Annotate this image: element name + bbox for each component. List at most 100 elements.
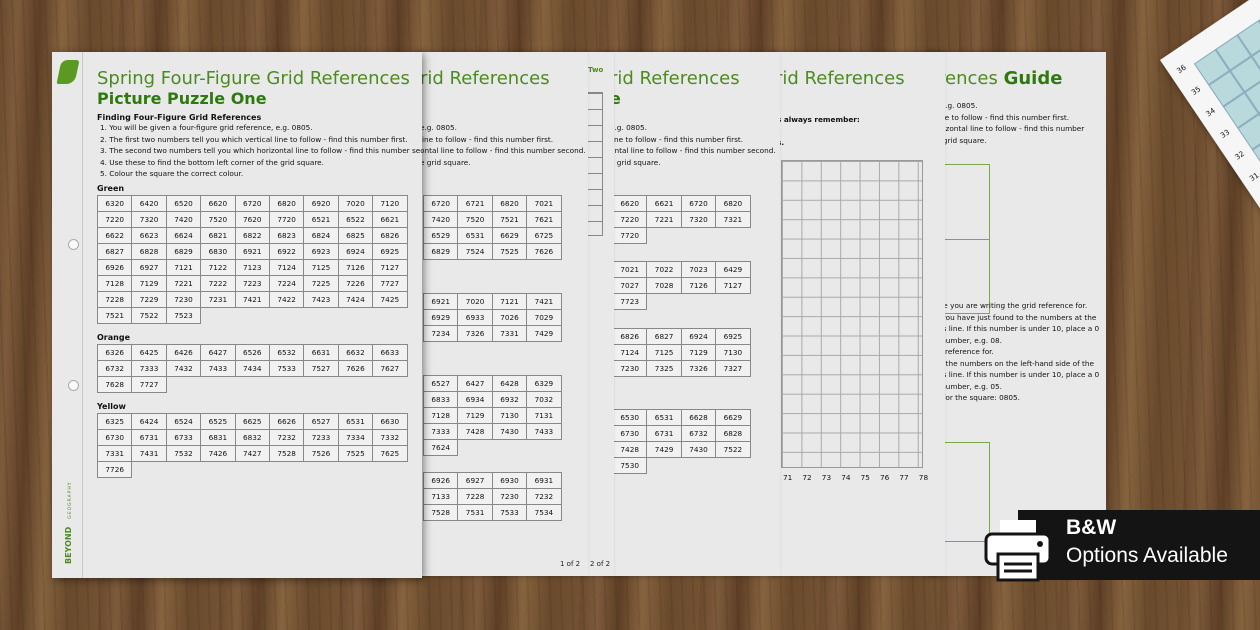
x-axis-label: 78 <box>918 473 929 482</box>
reference-cell: 7534 <box>526 504 562 521</box>
reference-cell: 6424 <box>131 413 167 430</box>
table-row: 7128 7129 7221 7222 7223 7224 7225 7226 7727 <box>96 275 408 292</box>
table-row: 6826 6827 6924 6925 <box>611 328 751 345</box>
reference-cell: 6927 <box>457 472 493 489</box>
instructions-heading: Finding Four-Figure Grid References <box>97 113 262 122</box>
empty-cell <box>681 294 715 310</box>
reference-cell: 6926 <box>96 259 133 276</box>
reference-cell: 6527 <box>422 375 459 392</box>
table-row: 6833 6934 6932 7032 <box>422 391 562 408</box>
guide-title-bold: Guide <box>1003 68 1063 89</box>
reference-cell: 7429 <box>646 441 682 458</box>
reference-cell: 7425 <box>372 291 408 308</box>
reference-cell: 7229 <box>131 291 167 308</box>
reference-cell: 6826 <box>611 328 648 345</box>
reference-cell: 6828 <box>715 425 751 442</box>
empty-cell <box>235 462 269 478</box>
reference-cell: 7130 <box>491 407 528 424</box>
reference-cell: 6530 <box>611 409 648 426</box>
table-row: 7723 <box>611 293 751 310</box>
reference-cell: 7327 <box>715 360 751 377</box>
empty-cell <box>373 308 407 324</box>
reference-cell: 6620 <box>200 195 236 212</box>
table-row: 7528 7531 7533 7534 <box>422 504 562 521</box>
reference-cell: 7621 <box>526 211 562 228</box>
empty-cell <box>201 308 235 324</box>
blank-grid <box>781 160 923 468</box>
reference-cell: 7122 <box>200 259 236 276</box>
reference-cell: 6526 <box>234 344 270 361</box>
group-label: Green <box>97 184 125 193</box>
reference-cell: 7527 <box>303 360 339 377</box>
instruction-step: r you have just found to the numbers at … <box>936 312 1097 322</box>
reference-cell: 7321 <box>715 211 751 228</box>
table-row: 6926 6927 6930 6931 <box>422 472 562 489</box>
instruction-step: ontal line to follow - find this number … <box>420 146 586 155</box>
sheet4-note2: s. <box>777 138 785 147</box>
reference-cell: 6828 <box>131 243 167 260</box>
group-label: Orange <box>97 333 130 342</box>
table-row: 7331 7431 7532 7426 7427 7528 7526 7525 7625 <box>96 445 408 462</box>
empty-cell <box>647 458 681 474</box>
reference-cell: 6829 <box>165 243 202 260</box>
reference-cell: 7628 <box>96 376 133 393</box>
reference-cell: 7333 <box>131 360 167 377</box>
empty-cell <box>647 294 681 310</box>
reference-cell: 7232 <box>526 488 562 505</box>
guide-steps: , e.g. 0805. line to follow - find this n… <box>936 100 1084 146</box>
reference-cell: 7528 <box>422 504 459 521</box>
reference-cell: 6730 <box>611 425 648 442</box>
reference-cell: 6632 <box>337 344 374 361</box>
table-row: 7124 7125 7129 7130 <box>611 344 751 361</box>
sheet-three: rid References e e.g. 0805. line to follo… <box>608 52 780 576</box>
empty-cell <box>132 462 166 478</box>
reference-cell: 6829 <box>422 243 459 260</box>
reference-cell: 6326 <box>96 344 133 361</box>
reference-cell: 6532 <box>268 344 305 361</box>
reference-cell: 7021 <box>526 195 562 212</box>
reference-cell: 7434 <box>234 360 270 377</box>
y-axis-label: 31 <box>1247 170 1260 184</box>
empty-cell <box>338 308 372 324</box>
reference-cell: 7428 <box>611 441 648 458</box>
reference-cell: 6524 <box>165 413 202 430</box>
table-row: 6325 6424 6524 6525 6625 6626 6527 6531 6630 <box>96 413 408 430</box>
reference-cell: 6631 <box>303 344 339 361</box>
table-row: 7420 7520 7521 7621 <box>422 211 562 228</box>
reference-cell: 7230 <box>491 488 528 505</box>
y-axis-label: 33 <box>1218 127 1232 141</box>
reference-cell: 7428 <box>457 423 493 440</box>
sheet2-title: rid References <box>420 68 550 89</box>
reference-cell: 7126 <box>680 277 717 294</box>
instruction-step: line to follow - find this number first. <box>936 112 1070 122</box>
reference-cell: 7326 <box>457 325 493 342</box>
instruction-step: ontal line to follow - find this number … <box>610 146 776 155</box>
instruction-step: id reference for. <box>936 347 994 356</box>
reference-cell: 6531 <box>457 227 493 244</box>
empty-cell <box>166 377 200 393</box>
table-row: 7133 7228 7230 7232 <box>422 488 562 505</box>
reference-cell: 7129 <box>457 407 493 424</box>
empty-cell <box>373 462 407 478</box>
reference-cell: 7022 <box>646 261 682 278</box>
reference-cell: 7221 <box>165 275 202 292</box>
reference-cell: 6924 <box>680 328 717 345</box>
brand-name: BEYOND <box>64 526 73 564</box>
reference-cell: 7422 <box>268 291 305 308</box>
instruction-step: his line. If this number is under 10, pl… <box>936 324 1100 333</box>
reference-cell: 7232 <box>268 429 305 446</box>
reference-cell: 7224 <box>268 275 305 292</box>
reference-cell: 7433 <box>526 423 562 440</box>
empty-cell <box>527 440 561 456</box>
reference-cell: 6425 <box>131 344 167 361</box>
y-axis-label: 35 <box>1189 84 1203 97</box>
reference-cell: 6931 <box>526 472 562 489</box>
reference-cell: 7430 <box>680 441 717 458</box>
table-row: 7021 7022 7023 6429 <box>611 261 751 278</box>
table-row: 6720 6721 6820 7021 <box>422 195 562 212</box>
reference-cell: 6629 <box>715 409 751 426</box>
reference-cell: 6531 <box>337 413 374 430</box>
reference-cell: 7032 <box>526 391 562 408</box>
empty-cell <box>716 294 750 310</box>
table-row: 6730 6731 6732 6828 <box>611 425 751 442</box>
